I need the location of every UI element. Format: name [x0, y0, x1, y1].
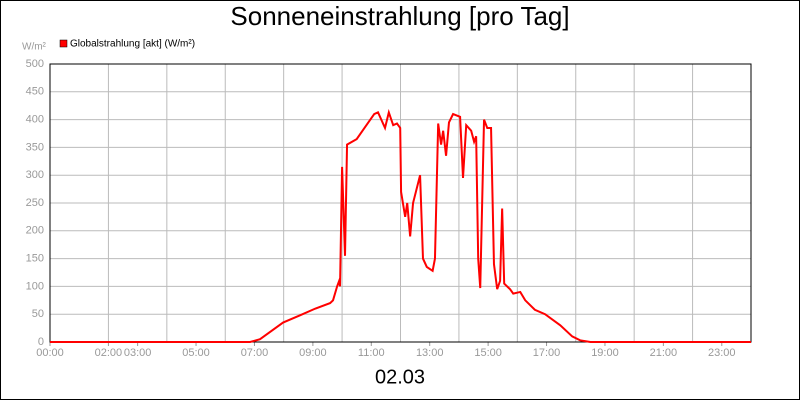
plot-border — [49, 63, 752, 343]
legend-swatch — [59, 39, 68, 48]
x-tick-label: 02:00 — [95, 347, 123, 359]
y-tick-label: 150 — [26, 253, 44, 265]
x-tick-label: 17:00 — [533, 347, 561, 359]
y-tick-label: 450 — [26, 86, 44, 98]
x-tick-label: 11:00 — [358, 347, 385, 359]
y-tick-label: 300 — [26, 169, 44, 181]
y-tick-label: 350 — [26, 141, 44, 153]
y-tick-label: 500 — [26, 58, 44, 70]
chart-title: Sonneneinstrahlung [pro Tag] — [230, 1, 569, 31]
x-axis-label: 02.03 — [375, 366, 425, 388]
x-tick-label: 21:00 — [650, 347, 678, 359]
x-tick-label: 09:00 — [299, 347, 327, 359]
y-tick-label: 0 — [38, 336, 44, 348]
x-tick-label: 05:00 — [182, 347, 210, 359]
x-tick-label: 13:00 — [416, 347, 444, 359]
y-tick-label: 400 — [26, 114, 44, 126]
x-tick-label: 19:00 — [591, 347, 619, 359]
y-axis-label: W/m² — [22, 42, 47, 53]
y-tick-label: 250 — [26, 197, 44, 209]
x-tick-label: 23:00 — [708, 347, 736, 359]
x-tick-label: 07:00 — [241, 347, 269, 359]
y-tick-label: 50 — [32, 308, 44, 320]
legend-label: Globalstrahlung [akt] (W/m²) — [70, 39, 195, 50]
x-tick-label: 03:00 — [124, 347, 152, 359]
data-line — [50, 108, 751, 343]
x-tick-label: 00:00 — [36, 347, 64, 359]
y-tick-label: 200 — [26, 225, 44, 237]
x-tick-label: 15:00 — [474, 347, 502, 359]
y-tick-label: 100 — [26, 280, 44, 292]
